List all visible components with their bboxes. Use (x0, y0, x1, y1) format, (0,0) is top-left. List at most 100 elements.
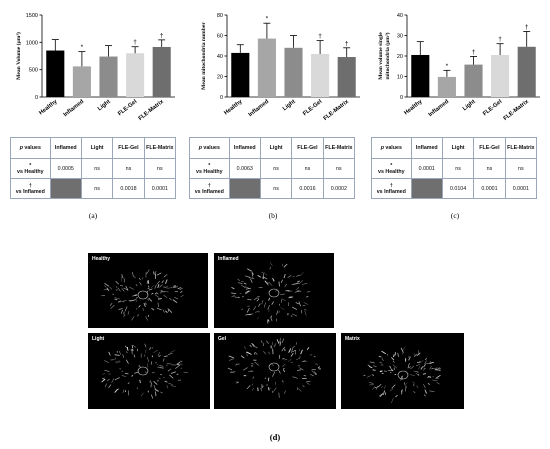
y-axis-label: Mean Volume (µm³) (15, 32, 22, 80)
mitochondrion (267, 281, 270, 286)
mitochondrion (241, 284, 246, 289)
mitochondrion (163, 274, 168, 278)
mitochondrion (301, 309, 303, 314)
mitochondrion (104, 285, 107, 288)
mitochondrion (121, 288, 125, 292)
mitochondrion (143, 302, 146, 308)
significance-marker: † (472, 49, 476, 56)
mitochondrion (397, 352, 399, 357)
mitochondrion (400, 347, 404, 353)
mitochondrion (266, 340, 270, 344)
bar-light (284, 47, 303, 97)
y-tick-label: 30 (397, 34, 403, 40)
mitochondrion (120, 309, 123, 314)
mitochondrion (434, 367, 438, 371)
mitochondrion (254, 310, 260, 313)
mitochondrion (114, 297, 120, 300)
mitochondrion (313, 371, 317, 374)
significance-marker: † (160, 32, 164, 39)
mitochondrion (391, 357, 395, 361)
mitochondrion (246, 353, 248, 357)
mitochondrion (129, 286, 135, 290)
micrograph-matrix: Matrix (341, 333, 464, 409)
mitochondrion (180, 290, 183, 294)
table-header-cell: Light (259, 137, 293, 159)
mitochondrion (392, 354, 395, 358)
mitochondrion (256, 316, 260, 320)
mitochondrion (161, 280, 164, 284)
category-label: Healthy (223, 98, 244, 116)
mitochondrion (166, 385, 168, 389)
mitochondrion (104, 282, 110, 287)
table-cell: 0.0016 (291, 178, 324, 199)
mitochondrion (159, 284, 163, 288)
mitochondrion (304, 310, 307, 316)
mitochondrion (409, 374, 415, 376)
mitochondrion (416, 352, 421, 357)
mitochondrion (175, 365, 180, 369)
mitochondrion (151, 292, 154, 295)
mitochondrion (150, 382, 152, 388)
mitochondrion (263, 350, 266, 355)
mitochondrion (102, 373, 106, 375)
mitochondrion (168, 383, 173, 385)
y-tick-label: 1500 (26, 13, 38, 19)
bar-fle-gel (126, 53, 145, 97)
mitochondrion (432, 376, 435, 378)
mitochondrion (278, 281, 280, 287)
mitochondrion (170, 350, 176, 353)
mitochondrion (176, 373, 179, 376)
mitochondrion (122, 389, 125, 394)
mitochondrion (138, 305, 141, 308)
mitochondrion (245, 290, 250, 295)
mitochondrion (109, 302, 113, 306)
mitochondrion (114, 298, 118, 301)
mitochondrion (390, 368, 394, 372)
mitochondrion (131, 316, 135, 321)
mitochondrion (121, 299, 127, 302)
significance-marker: † (318, 33, 322, 40)
mitochondrion (176, 363, 180, 366)
mitochondrion (416, 385, 419, 388)
bar-healthy (46, 50, 65, 97)
mitochondrion (231, 292, 237, 295)
mitochondrion (235, 380, 239, 383)
mitochondrion (157, 302, 159, 308)
nucleus-outline (268, 362, 280, 372)
chart-mean-volume: 0 500 1000 1500 Mean Volume (µm³) Healthy * Inf… (15, 13, 175, 122)
micrograph-gel: Gel (214, 333, 336, 409)
table-header-cell: Inflamed (228, 137, 261, 159)
category-label: Light (97, 99, 112, 112)
table-cell: ns (504, 158, 538, 179)
table-row-label: † vs Inflamed (10, 178, 51, 199)
micrograph-light: Light (88, 333, 210, 409)
mitochondrion (108, 351, 111, 356)
y-tick-label: 80 (217, 13, 223, 19)
mitochondrion (153, 385, 156, 390)
mitochondrion (136, 348, 139, 352)
bar-fle-gel (491, 54, 510, 97)
mitochondrion (422, 368, 426, 371)
table-cell: 0.0001 (504, 178, 538, 199)
mitochondrion (425, 360, 427, 363)
mito-image-inflamed (231, 262, 311, 324)
p-values-table-a: p values Inflamed Light FLE-Gel FLE-Matrix * v… (10, 137, 177, 199)
mitochondrion (133, 354, 135, 356)
mitochondrion (168, 352, 173, 356)
table-cell: ns (259, 178, 293, 199)
category-label: Healthy (38, 98, 59, 116)
mitochondrion (273, 344, 276, 347)
mitochondrion (292, 345, 296, 348)
mitochondrion (132, 299, 137, 301)
mitochondrion (260, 340, 263, 344)
mitochondrion (135, 284, 138, 287)
table-header-cell: Inflamed (49, 137, 82, 159)
mitochondrion (162, 358, 165, 362)
mitochondrion (258, 311, 260, 313)
mitochondrion (423, 394, 426, 397)
table-cell: ns (259, 158, 293, 179)
table-header-cell: FLE-Matrix (143, 137, 177, 159)
mitochondrion (145, 349, 147, 353)
mitochondrion (102, 378, 106, 380)
y-tick-label: 60 (217, 34, 223, 40)
